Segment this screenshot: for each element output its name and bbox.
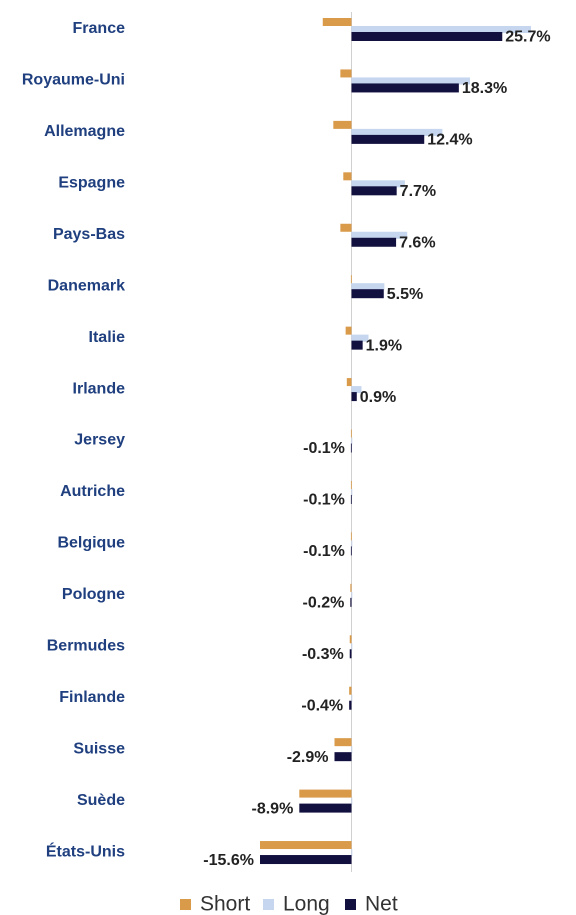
value-label: 7.6% (399, 234, 435, 251)
bar (350, 429, 352, 438)
legend-swatch (180, 899, 191, 910)
value-label: -15.6% (203, 852, 254, 869)
category-label: France (73, 20, 126, 37)
bar (351, 849, 353, 857)
bar (260, 855, 352, 865)
legend-label: Net (365, 893, 398, 915)
category-label: Suisse (73, 740, 125, 757)
value-label: -0.3% (302, 646, 344, 663)
category-label: Pologne (62, 586, 125, 603)
category-label: Pays-Bas (53, 226, 125, 243)
value-label: 0.9% (360, 389, 396, 406)
bar (349, 635, 352, 644)
bar (351, 488, 353, 496)
bar (260, 841, 352, 850)
category-label: Autriche (60, 483, 125, 500)
value-label: 1.9% (366, 337, 402, 354)
legend-label: Long (283, 893, 330, 915)
bar (350, 494, 352, 504)
bar (343, 172, 352, 181)
bar (351, 283, 385, 291)
bar (350, 480, 352, 489)
value-label: -0.2% (303, 595, 345, 612)
bar (334, 752, 352, 762)
bar (350, 443, 352, 453)
category-label: Jersey (74, 432, 125, 449)
bar (351, 26, 531, 33)
bar (322, 18, 352, 26)
bar (350, 532, 352, 541)
bar (351, 437, 353, 445)
bar (351, 746, 353, 754)
value-label: -2.9% (287, 749, 329, 766)
bar (350, 597, 352, 607)
category-label: Italie (89, 329, 126, 346)
category-label: Espagne (58, 175, 125, 192)
bar (351, 643, 353, 651)
bar (351, 134, 425, 144)
value-label: 25.7% (505, 29, 550, 46)
value-label: -0.1% (303, 543, 345, 560)
bar (350, 546, 352, 556)
bar (351, 186, 397, 196)
bar (349, 700, 352, 710)
category-label: Royaume-Uni (22, 72, 125, 89)
bar (351, 180, 405, 188)
value-label: -0.4% (301, 697, 343, 714)
bar (340, 223, 352, 232)
category-label: Allemagne (44, 123, 125, 140)
bar (333, 120, 352, 129)
value-label: 18.3% (462, 80, 507, 97)
bar (345, 326, 352, 335)
category-label: Finlande (59, 689, 125, 706)
value-label: 12.4% (427, 132, 472, 149)
value-label: -0.1% (303, 440, 345, 457)
bar (351, 32, 503, 41)
bar (351, 540, 353, 548)
bar (349, 649, 352, 659)
bar (351, 386, 362, 394)
category-label: Irlande (73, 380, 126, 397)
bar (351, 392, 357, 402)
bar (349, 686, 352, 695)
bar (346, 378, 352, 387)
category-label: Belgique (57, 535, 125, 552)
bar (351, 340, 363, 350)
legend-label: Short (200, 893, 250, 915)
bar (299, 803, 352, 813)
value-label: 5.5% (387, 286, 423, 303)
value-label: 7.7% (400, 183, 436, 200)
bar (351, 83, 459, 93)
value-label: -8.9% (252, 800, 294, 817)
bar (299, 789, 352, 798)
bar (351, 591, 353, 599)
value-label: -0.1% (303, 492, 345, 509)
category-label: Suède (77, 792, 125, 809)
bar (351, 334, 369, 342)
legend-swatch (263, 899, 274, 910)
bar (340, 69, 352, 78)
bar (334, 738, 352, 747)
category-label: États-Unis (46, 841, 125, 860)
bar (350, 275, 352, 284)
bar (350, 583, 352, 592)
category-label: Danemark (48, 277, 125, 294)
bar (351, 289, 384, 299)
bar (351, 231, 408, 239)
bar (351, 797, 353, 805)
bar (351, 77, 470, 85)
category-label: Bermudes (47, 637, 125, 654)
bar (351, 128, 443, 136)
legend-swatch (345, 899, 356, 910)
bar (351, 237, 397, 247)
bar (351, 694, 353, 702)
